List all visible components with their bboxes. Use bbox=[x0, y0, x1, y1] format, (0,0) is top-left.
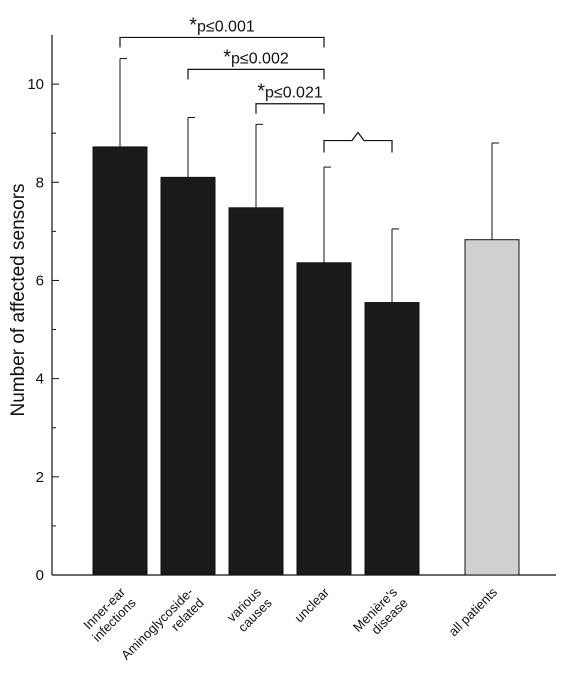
significance-star: * bbox=[223, 46, 231, 68]
bar bbox=[296, 262, 352, 576]
y-tick-label: 8 bbox=[36, 174, 44, 191]
bar bbox=[92, 146, 148, 576]
p-value: p≤0.021 bbox=[265, 85, 323, 102]
category-label: unclear bbox=[291, 584, 332, 625]
y-tick-label: 0 bbox=[36, 567, 44, 584]
category-labels: Inner-earinfectionsAminoglycoside-relate… bbox=[79, 584, 501, 674]
category-label: all patients bbox=[446, 584, 501, 639]
p-value: p≤0.002 bbox=[231, 50, 289, 67]
significance-label: *p≤0.021 bbox=[257, 81, 323, 103]
comparison-bracket bbox=[323, 131, 393, 153]
significance-brackets: *p≤0.001*p≤0.002*p≤0.021 bbox=[119, 14, 393, 153]
significance-bracket bbox=[119, 36, 325, 48]
significance-label: *p≤0.002 bbox=[223, 46, 289, 68]
significance-star: * bbox=[189, 14, 197, 36]
significance-label: *p≤0.001 bbox=[189, 14, 255, 36]
bar bbox=[464, 239, 520, 576]
p-value: p≤0.001 bbox=[197, 18, 255, 35]
significance-bracket bbox=[187, 68, 325, 80]
category-label: variouscauses bbox=[224, 584, 275, 635]
y-tick-label: 10 bbox=[27, 76, 44, 93]
category-label: Inner-earinfections bbox=[79, 584, 140, 645]
bar bbox=[364, 302, 420, 576]
y-tick-label: 6 bbox=[36, 272, 44, 289]
y-tick-label: 4 bbox=[36, 371, 44, 388]
category-label: Aminoglycoside-related bbox=[118, 585, 207, 674]
bar bbox=[160, 176, 216, 576]
bar bbox=[228, 207, 284, 576]
category-label: Menière'sdisease bbox=[350, 584, 411, 645]
significance-star: * bbox=[257, 81, 265, 103]
bars bbox=[92, 146, 520, 576]
y-tick-label: 2 bbox=[36, 469, 44, 486]
y-axis-title: Number of affected sensors bbox=[8, 183, 29, 416]
significance-bracket bbox=[255, 103, 325, 114]
category-label-line: all patients bbox=[446, 584, 501, 639]
category-label-line: unclear bbox=[291, 584, 332, 625]
error-bars bbox=[119, 58, 499, 303]
